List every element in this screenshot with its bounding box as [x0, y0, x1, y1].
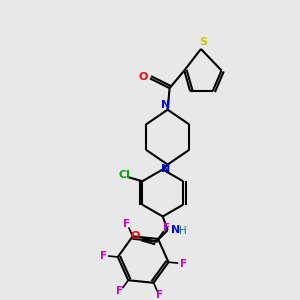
- Text: Cl: Cl: [119, 170, 131, 180]
- Text: F: F: [100, 250, 107, 261]
- Text: S: S: [199, 37, 207, 47]
- Text: F: F: [163, 223, 170, 233]
- Text: F: F: [116, 286, 123, 296]
- Text: F: F: [156, 290, 163, 300]
- Text: N: N: [161, 164, 170, 175]
- Text: O: O: [139, 72, 148, 82]
- Text: F: F: [123, 219, 130, 229]
- Text: H: H: [179, 226, 187, 236]
- Text: N: N: [161, 100, 170, 110]
- Text: F: F: [179, 259, 187, 269]
- Text: N: N: [171, 225, 180, 235]
- Text: O: O: [130, 231, 140, 241]
